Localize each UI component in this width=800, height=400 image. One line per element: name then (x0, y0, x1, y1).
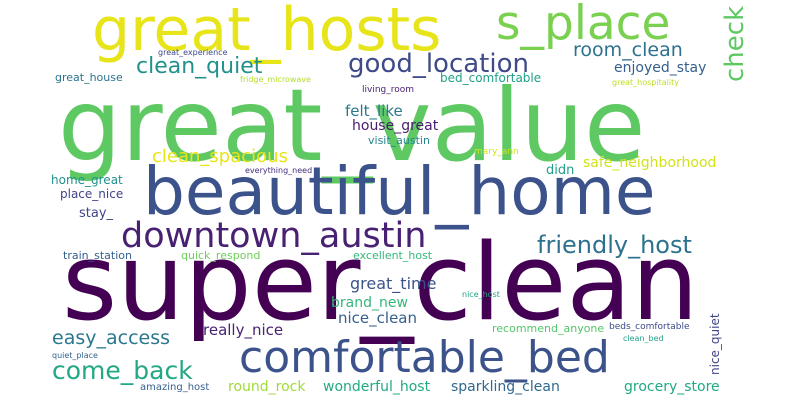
word-really-nice: really_nice (203, 321, 284, 339)
word-quiet-place: quiet_place (52, 351, 98, 360)
word-living-room: living_room (362, 85, 415, 95)
word-house-great: house_great (352, 118, 439, 134)
word-quick-respond: quick_respond (181, 249, 261, 262)
word-clean-spacious: clean_spacious (152, 146, 288, 167)
word-nice-host: nice_host (462, 290, 500, 299)
word-easy-access: easy_access (52, 327, 170, 349)
word-good-location: good_location (348, 49, 529, 79)
word-room-clean: room_clean (573, 39, 683, 61)
word-comfortable-bed: comfortable_bed (239, 332, 610, 383)
word-stay: stay_ (79, 206, 114, 221)
word-clean-quiet: clean_quiet (136, 54, 263, 79)
word-super-clean: super_clean (62, 221, 699, 344)
word-visit-austin: visit_austin (368, 134, 430, 147)
word-nice-quiet: nice_quiet (708, 313, 722, 375)
word-round-rock: round_rock (228, 379, 306, 395)
word-great-house: great_house (55, 71, 123, 84)
word-beds-comfortable: beds_comfortable (609, 322, 690, 332)
word-beautiful-home: beautiful_home (143, 153, 656, 230)
word-didn: didn (546, 163, 575, 178)
word-place-nice: place_nice (60, 187, 124, 201)
word-clean-bed: clean_bed (623, 334, 664, 343)
word-excellent-host: excellent_host (353, 249, 433, 262)
word-great-hospitality: great_hospitality (612, 78, 679, 87)
word-grocery-store: grocery_store (624, 379, 720, 395)
word-amazing-host: amazing_host (140, 382, 210, 393)
word-home-great: home_great (51, 173, 123, 187)
word-sparkling-clean: sparkling_clean (451, 379, 560, 395)
word-bed-comfortable: bed_comfortable (440, 71, 542, 85)
word-recommend-anyone: recommend_anyone (492, 322, 605, 335)
word-friendly-host: friendly_host (537, 231, 692, 259)
word-come-back: come_back (52, 356, 193, 385)
word-great-value: great_value (58, 67, 646, 184)
word-great-experience: great_experience (158, 48, 228, 57)
word-wonderful-host: wonderful_host (323, 379, 431, 395)
word-s-place: s_place (496, 0, 671, 51)
word-safe-neighborhood: safe_neighborhood (583, 155, 717, 171)
word-fridge-microwave: fridge_microwave (240, 75, 311, 84)
word-great-time: great_time (350, 274, 437, 293)
word-great-hosts: great_hosts (92, 0, 442, 65)
word-nice-clean: nice_clean (338, 309, 417, 327)
word-everything-need: everything_need (245, 166, 313, 175)
word-brand-new: brand_new (331, 295, 408, 311)
word-felt-like: felt_like (345, 102, 403, 120)
word-check: check (720, 5, 750, 82)
word-train-station: train_station (63, 249, 132, 262)
word-mary-ann: mary_ann (474, 147, 519, 157)
word-downtown-austin: downtown_austin (121, 216, 427, 256)
word-enjoyed-stay: enjoyed_stay (614, 60, 707, 76)
